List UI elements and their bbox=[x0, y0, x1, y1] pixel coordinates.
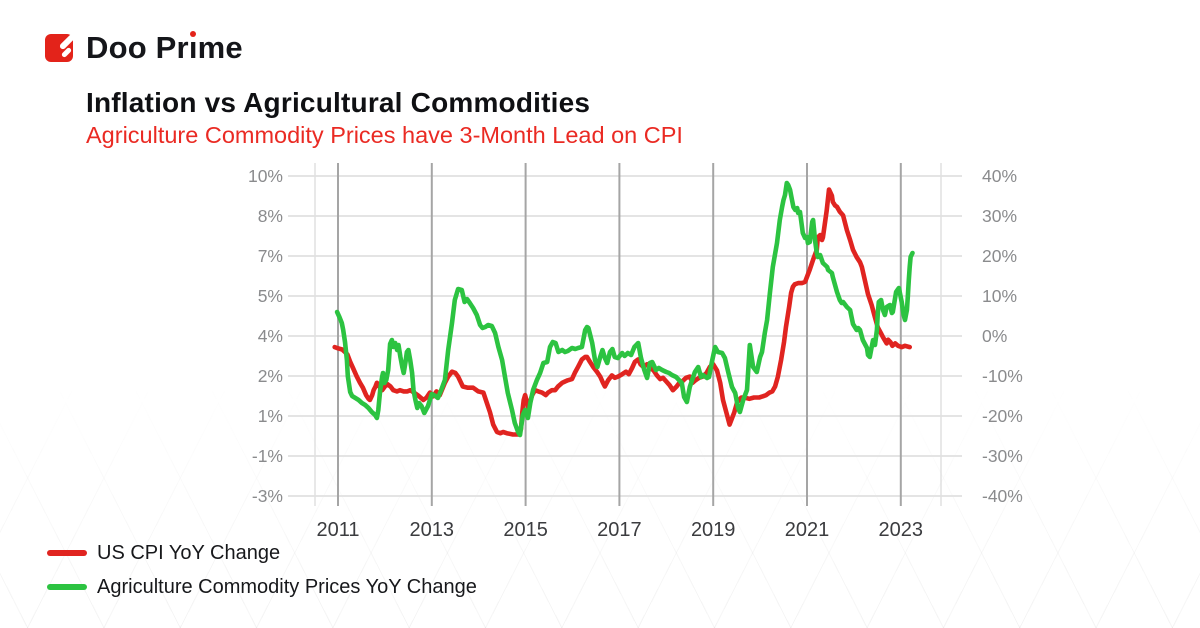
brand-text-2: me bbox=[197, 30, 243, 65]
agri-line-swatch bbox=[47, 584, 87, 590]
x-tick-label: 2013 bbox=[410, 519, 455, 541]
cpi-line bbox=[332, 187, 913, 437]
legend-item-agri: Agriculture Commodity Prices YoY Change bbox=[47, 570, 477, 604]
y-left-tick-label: 8% bbox=[258, 206, 283, 226]
page-subtitle: Agriculture Commodity Prices have 3-Mont… bbox=[86, 122, 683, 148]
x-tick-label: 2015 bbox=[503, 519, 548, 541]
y-right-tick-label: 0% bbox=[982, 326, 1007, 346]
y-left-tick-label: 2% bbox=[258, 366, 283, 386]
y-right-tick-label: -20% bbox=[982, 406, 1023, 426]
y-right-tick-label: -10% bbox=[982, 366, 1023, 386]
y-right-tick-label: -40% bbox=[982, 486, 1023, 506]
legend-label-cpi: US CPI YoY Change bbox=[97, 541, 281, 564]
legend: US CPI YoY Change Agriculture Commodity … bbox=[47, 536, 477, 604]
cpi-line-swatch bbox=[47, 550, 87, 556]
brand-red-i-dot: ı bbox=[188, 30, 198, 65]
y-left-tick-label: -3% bbox=[252, 486, 283, 506]
brand-text-1: Doo Pr bbox=[86, 30, 189, 65]
x-tick-label: 2023 bbox=[879, 519, 924, 541]
y-left-tick-label: 7% bbox=[258, 246, 283, 266]
y-right-tick-label: 30% bbox=[982, 206, 1017, 226]
y-right-tick-label: 20% bbox=[982, 246, 1017, 266]
x-tick-label: 2017 bbox=[597, 519, 642, 541]
y-right-tick-label: -30% bbox=[982, 446, 1023, 466]
doo-prime-logo-icon bbox=[45, 33, 76, 62]
y-left-tick-label: 4% bbox=[258, 326, 283, 346]
legend-item-cpi: US CPI YoY Change bbox=[47, 536, 477, 570]
decorative-perspective-grid bbox=[0, 386, 1200, 628]
y-left-tick-label: -1% bbox=[252, 446, 283, 466]
x-tick-label: 2011 bbox=[316, 519, 359, 541]
y-left-tick-label: 5% bbox=[258, 286, 283, 306]
x-tick-label: 2019 bbox=[691, 519, 736, 541]
page-title: Inflation vs Agricultural Commodities bbox=[86, 87, 591, 118]
y-right-tick-label: 40% bbox=[982, 166, 1017, 186]
y-right-tick-label: 10% bbox=[982, 286, 1017, 306]
header: Doo Prıme Inflation vs Agricultural Comm… bbox=[45, 30, 683, 149]
legend-label-agri: Agriculture Commodity Prices YoY Change bbox=[97, 575, 477, 598]
y-left-tick-label: 10% bbox=[248, 166, 283, 186]
brand-wordmark: Doo Prıme bbox=[86, 30, 243, 66]
x-tick-label: 2021 bbox=[785, 519, 830, 541]
y-left-tick-label: 1% bbox=[258, 406, 283, 426]
agri-commodity-line bbox=[334, 180, 915, 438]
doo-prime-logo: Doo Prıme bbox=[45, 30, 683, 66]
